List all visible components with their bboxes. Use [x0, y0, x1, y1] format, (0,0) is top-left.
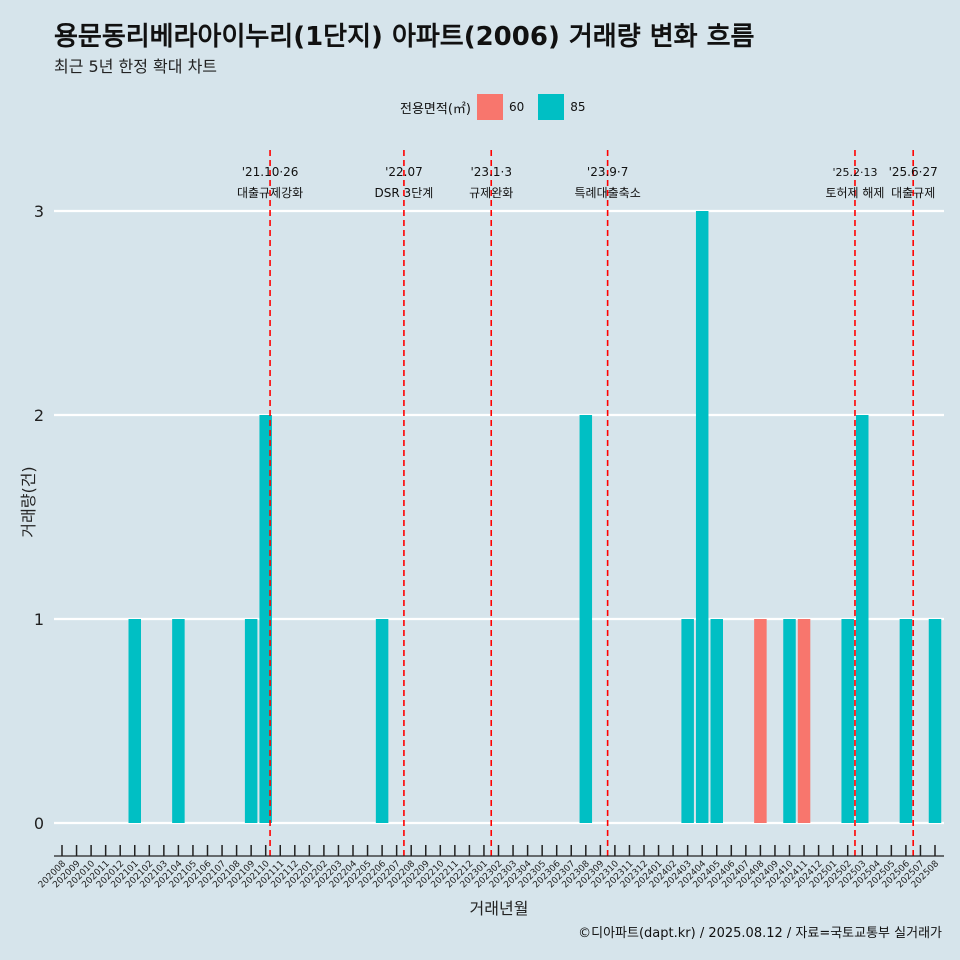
legend: 전용면적(㎡) 60 85: [400, 94, 594, 120]
bar: [783, 619, 796, 823]
y-tick-label: 1: [34, 610, 44, 629]
event-name-label: 대출규제: [891, 186, 935, 200]
bar: [128, 619, 141, 823]
event-name-label: 대출규제강화: [237, 186, 303, 200]
bar: [172, 619, 185, 823]
bar: [856, 415, 869, 823]
bar: [579, 415, 593, 823]
bar: [710, 619, 723, 823]
bar: [841, 619, 854, 823]
bar: [928, 619, 942, 823]
bar: [754, 619, 767, 823]
bar: [375, 619, 389, 823]
bar: [681, 619, 694, 823]
legend-title: 전용면적(㎡): [400, 101, 471, 117]
legend-label-85: 85: [570, 100, 586, 114]
bar: [797, 619, 811, 823]
bar: [899, 619, 913, 823]
bar: [695, 211, 709, 823]
y-tick-label: 3: [34, 202, 44, 221]
chart-title: 용문동리베라아이누리(1단지) 아파트(2006) 거래량 변화 흐름: [54, 22, 755, 52]
event-date-label: '23.9·7: [587, 165, 628, 179]
source-caption: ©디아파트(dapt.kr) / 2025.08.12 / 자료=국토교통부 실…: [578, 926, 942, 941]
event-date-label: '25.6·27: [889, 165, 938, 179]
event-date-label: '23.1·3: [470, 165, 511, 179]
legend-key-60: [476, 94, 503, 120]
event-name-label: DSR 3단계: [375, 186, 434, 200]
event-date-label: '25.2·13: [832, 166, 877, 179]
y-axis-title: 거래량(건): [19, 466, 38, 537]
y-tick-label: 2: [34, 406, 44, 425]
bar: [259, 415, 272, 823]
legend-key-85: [538, 94, 565, 120]
event-date-label: '22.07: [385, 165, 423, 179]
event-name-label: 규제완화: [469, 186, 513, 200]
event-name-label: 토허제 해제: [825, 186, 884, 200]
event-date-label: '21.10·26: [242, 165, 299, 179]
event-name-label: 특례대출축소: [575, 186, 641, 200]
x-axis-title: 거래년월: [470, 899, 529, 918]
y-tick-label: 0: [34, 814, 44, 833]
chart-subtitle: 최근 5년 한정 확대 차트: [54, 57, 218, 76]
bar: [244, 619, 258, 823]
legend-label-60: 60: [508, 100, 525, 114]
